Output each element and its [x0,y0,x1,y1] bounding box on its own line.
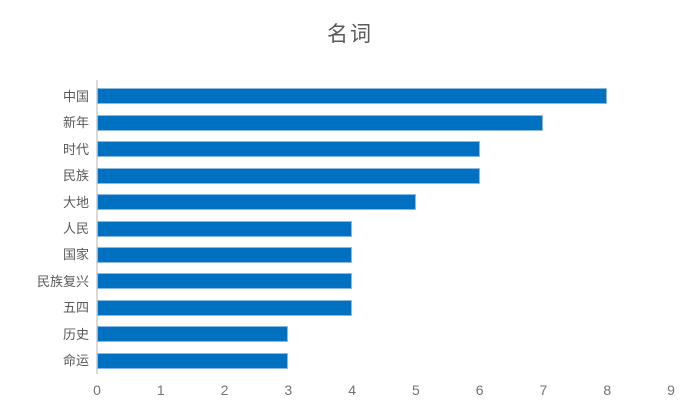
category-label: 大地 [62,194,89,210]
bar [97,167,480,184]
x-tick-label: 5 [411,382,420,398]
category-label: 命运 [62,353,89,369]
chart-title: 名词 [327,23,373,46]
category-label: 中国 [62,88,89,104]
x-tick-label: 2 [220,382,229,398]
category-label: 国家 [62,247,89,263]
category-label: 人民 [62,221,89,236]
bar [97,88,608,105]
bar [97,299,353,316]
x-tick-label: 1 [156,382,165,398]
category-label: 民族复兴 [36,273,89,289]
bar [97,326,289,343]
bar [97,246,353,263]
x-tick-label: 6 [475,382,484,398]
category-label: 民族 [62,168,89,184]
category-axis-labels: 中国新年时代民族大地人民国家民族复兴五四历史命运 [0,83,89,374]
x-tick-label: 8 [603,382,612,398]
x-tick-label: 7 [539,382,548,398]
x-tick-label: 9 [667,382,675,398]
category-label: 新年 [62,115,89,131]
bar [97,194,416,211]
bar [97,141,480,158]
category-label: 时代 [62,141,89,157]
x-tick-label: 4 [348,382,357,398]
plot-area [97,83,671,374]
bar [97,114,544,131]
x-tick-label: 3 [284,382,293,398]
bar [97,220,353,237]
category-label: 五四 [62,300,89,316]
bar [97,273,353,290]
category-label: 历史 [62,326,89,342]
bar [97,352,289,369]
value-axis-labels: 0 1 2 3 4 5 6 7 8 9 [0,383,700,403]
x-tick-label: 0 [93,382,101,398]
